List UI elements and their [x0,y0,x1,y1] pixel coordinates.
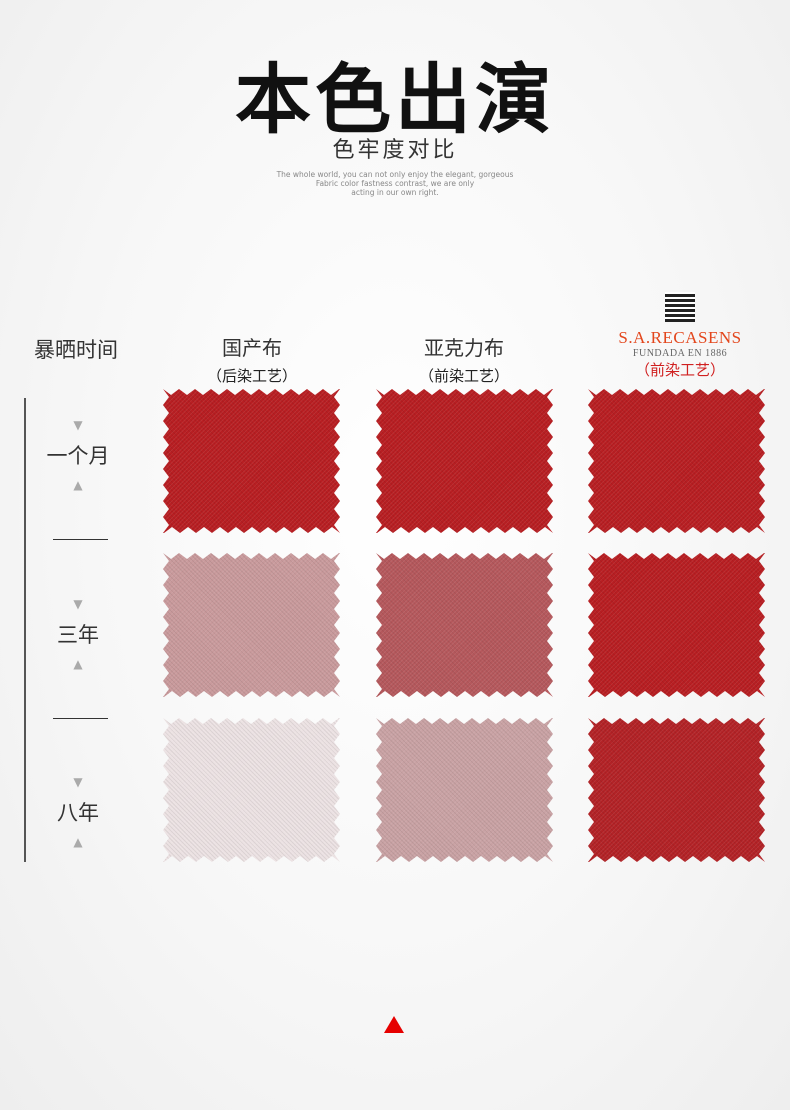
time-header: 暴晒时间 [34,338,118,362]
triangle-down-icon: ▼ [73,418,83,432]
column-header-domestic: 国产布 （后染工艺） [152,332,352,386]
fabric-swatch [376,389,553,533]
caption-line: The whole world, you can not only enjoy … [276,170,514,179]
triangle-up-icon: ▲ [73,657,83,671]
row-label-2: ▼ 三年 ▲ [40,597,116,671]
fabric-swatch [163,718,340,862]
column-name: 国产布 [222,336,282,360]
column-name: 亚克力布 [424,336,504,360]
fabric-swatch [588,553,765,697]
triangle-up-icon: ▲ [73,835,83,849]
triangle-up-icon: ▲ [73,478,83,492]
triangle-down-icon: ▼ [73,597,83,611]
page-subtitle: 色牢度对比 [332,138,458,163]
column-process: （后染工艺） [206,367,297,385]
row-label-1: ▼ 一个月 ▲ [40,418,116,492]
column-header-acrylic: 亚克力布 （前染工艺） [364,332,564,386]
row-label-3: ▼ 八年 ▲ [40,775,116,849]
page-title: 本色出演 [235,55,555,144]
fabric-swatch [376,718,553,862]
timeline-line [24,398,26,862]
column-process: （前染工艺） [418,367,509,385]
fabric-swatch [163,553,340,697]
fabric-swatch [588,389,765,533]
recasens-logo: S.A.RECASENS FUNDADA EN 1886 （前染工艺） [600,292,760,380]
brand-name: S.A.RECASENS [618,328,742,347]
row-label-text: 一个月 [46,444,110,468]
fabric-swatch [376,553,553,697]
caption-line: acting in our own right. [351,188,439,197]
brand-emblem-icon [665,292,695,322]
row-divider [53,718,108,719]
row-divider [53,539,108,540]
brand-sub: FUNDADA EN 1886 [632,348,728,359]
triangle-up-icon[interactable] [384,1016,404,1033]
row-label-text: 八年 [57,801,99,825]
fabric-swatch [588,718,765,862]
english-caption: The whole world, you can not only enjoy … [0,170,790,197]
row-label-text: 三年 [57,623,99,647]
caption-line: Fabric color fastness contrast, we are o… [315,179,475,188]
triangle-down-icon: ▼ [73,775,83,789]
column-process: （前染工艺） [634,361,725,379]
fabric-swatch [163,389,340,533]
